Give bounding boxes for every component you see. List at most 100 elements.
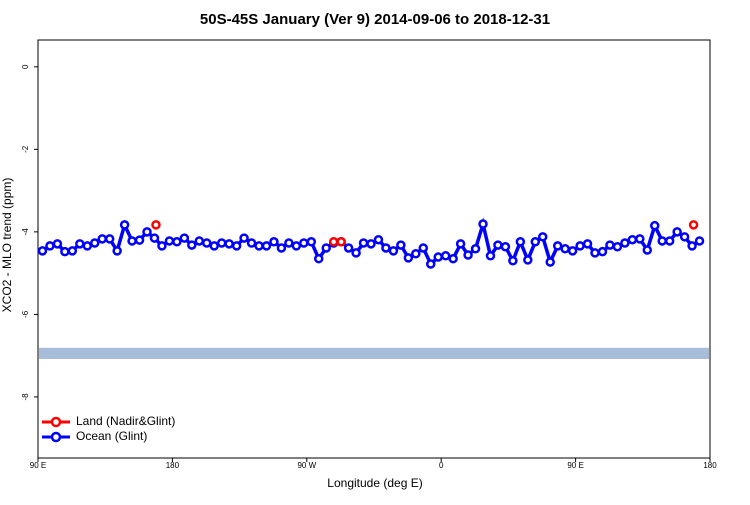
point (45, 241, 55, 251)
point (388, 246, 399, 256)
point (97, 234, 107, 244)
point (642, 245, 653, 255)
chart-title: 50S-45S January (Ver 9) 2014-09-06 to 20… (200, 11, 550, 28)
point (358, 238, 369, 248)
point (231, 241, 242, 251)
point (530, 237, 541, 247)
point (500, 241, 511, 252)
point (433, 252, 443, 262)
point (134, 235, 145, 245)
x-tick-label: 90 E (30, 461, 46, 470)
plot-frame (37, 39, 711, 459)
band (39, 347, 709, 359)
point (560, 244, 570, 254)
point (694, 236, 705, 246)
x-tick-label: 180 (703, 461, 717, 470)
y-tick-label: -8 (21, 393, 30, 401)
point (537, 232, 548, 242)
point (582, 239, 593, 249)
point (142, 227, 152, 237)
point (187, 240, 197, 250)
point (164, 236, 175, 246)
point (60, 246, 70, 257)
point (478, 219, 488, 229)
point (343, 243, 354, 253)
point (149, 233, 160, 243)
legend-label: Ocean (Glint) (76, 429, 147, 443)
point (493, 240, 503, 250)
point (627, 234, 638, 245)
point (75, 239, 85, 249)
point (269, 237, 279, 247)
point (224, 239, 234, 249)
point (216, 238, 227, 248)
point (448, 253, 458, 264)
y-tick-label: -2 (21, 145, 30, 153)
point (575, 241, 585, 251)
point (336, 237, 346, 247)
point (425, 259, 436, 269)
point (605, 240, 615, 250)
point (276, 243, 287, 253)
point (664, 236, 675, 246)
point (194, 236, 205, 246)
point (508, 256, 518, 266)
point (321, 243, 331, 253)
point (313, 253, 324, 264)
point (52, 239, 63, 249)
point (590, 248, 600, 258)
point (366, 239, 376, 249)
point (67, 246, 78, 256)
point (649, 220, 660, 231)
point (657, 236, 667, 246)
point (679, 232, 690, 242)
point (254, 241, 264, 251)
point (545, 257, 555, 267)
point (411, 248, 421, 259)
y-tick-label: -6 (21, 310, 30, 318)
point (612, 241, 623, 252)
x-tick-label: 90 W (297, 461, 316, 470)
point (440, 251, 451, 261)
point (620, 238, 630, 248)
x-tick-label: 180 (166, 461, 180, 470)
y-tick-label: 0 (21, 64, 30, 69)
legend-marker (50, 416, 62, 428)
point (351, 248, 361, 258)
point (687, 241, 697, 251)
point (597, 246, 608, 257)
point (291, 241, 302, 251)
point (157, 241, 167, 251)
y-axis-label: XCO2 - MLO trend (ppm) (0, 178, 14, 313)
point (201, 238, 212, 248)
point (239, 233, 249, 243)
point (299, 238, 309, 248)
point (672, 227, 682, 237)
point (127, 236, 137, 246)
point (82, 241, 93, 251)
point (403, 253, 414, 263)
y-tick-label: -4 (21, 228, 30, 236)
point (418, 243, 429, 253)
point (306, 237, 317, 247)
point (523, 255, 533, 265)
legend-label: Land (Nadir&Glint) (76, 414, 175, 428)
point (209, 241, 219, 251)
point (179, 233, 190, 243)
point (112, 246, 122, 256)
point (567, 246, 578, 256)
x-axis-label: Longitude (deg E) (327, 476, 422, 490)
point (381, 243, 391, 253)
point (261, 241, 272, 251)
point (328, 237, 339, 247)
point (104, 234, 115, 244)
point (552, 241, 563, 251)
point (151, 220, 161, 230)
point (515, 237, 526, 247)
point (119, 220, 130, 230)
point (373, 234, 384, 245)
point (172, 237, 182, 247)
point (396, 240, 406, 250)
point (688, 220, 699, 230)
